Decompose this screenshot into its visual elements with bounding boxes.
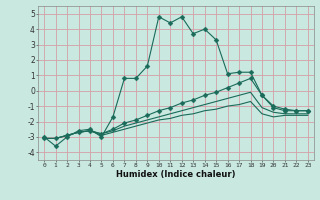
X-axis label: Humidex (Indice chaleur): Humidex (Indice chaleur) [116,170,236,179]
